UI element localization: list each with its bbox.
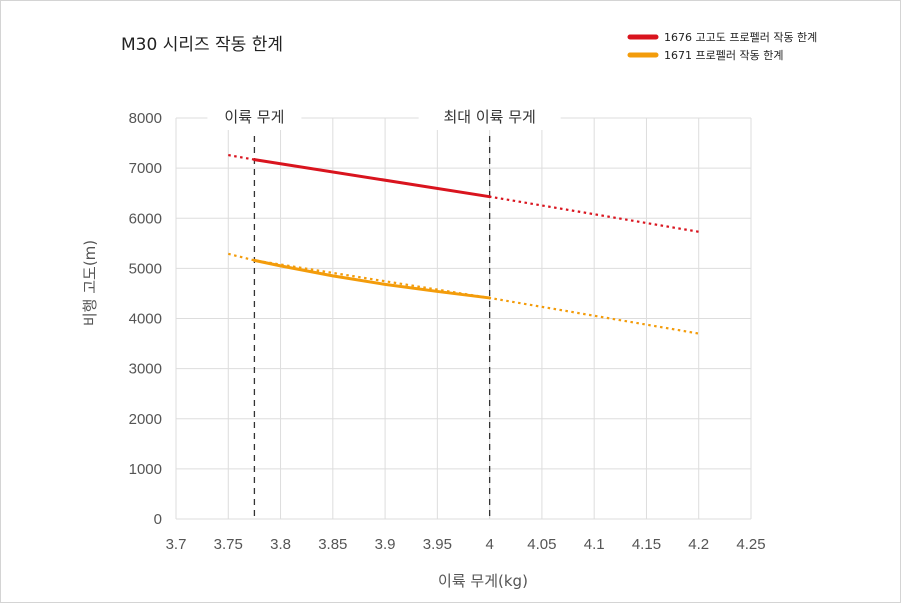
marker-label-bg <box>418 106 561 130</box>
x-tick-label: 4 <box>485 536 493 553</box>
x-tick-label: 3.85 <box>318 536 347 553</box>
series-projection-dotted <box>228 252 699 335</box>
series-line <box>252 158 492 199</box>
x-tick-label: 4.2 <box>688 536 709 553</box>
vertical-markers: 이륙 무게 최대 이륙 무게 <box>207 106 561 519</box>
legend-label: 1676 고고도 프로펠러 작동 한계 <box>664 31 817 44</box>
chart-title: M30 시리즈 작동 한계 <box>121 35 283 55</box>
y-tick-label: 2000 <box>129 411 162 428</box>
x-tick-label: 4.15 <box>632 536 661 553</box>
y-tick-label: 8000 <box>129 110 162 127</box>
y-tick-label: 7000 <box>129 160 162 177</box>
x-tick-label: 3.8 <box>270 536 291 553</box>
grid <box>175 117 752 520</box>
marker-label-bg <box>207 106 302 130</box>
tick-labels: 0 1000 2000 3000 4000 5000 6000 7000 8000 3.7 3.75… <box>129 110 766 553</box>
y-tick-label: 6000 <box>129 210 162 227</box>
y-tick-label: 0 <box>154 511 162 528</box>
x-tick-label: 3.75 <box>214 536 243 553</box>
x-axis-label: 이륙 무게(kg) <box>438 572 528 590</box>
x-tick-label: 4.25 <box>736 536 765 553</box>
x-tick-label: 3.95 <box>423 536 452 553</box>
marker-label: 최대 이륙 무게 <box>443 108 535 126</box>
marker-label: 이륙 무게 <box>224 108 284 126</box>
y-tick-label: 5000 <box>129 260 162 277</box>
x-tick-label: 4.05 <box>527 536 556 553</box>
legend-label: 1671 프로펠러 작동 한계 <box>664 49 783 62</box>
x-tick-label: 3.7 <box>166 536 187 553</box>
y-tick-label: 4000 <box>129 311 162 328</box>
y-tick-label: 1000 <box>129 461 162 478</box>
legend: 1676 고고도 프로펠러 작동 한계 1671 프로펠러 작동 한계 <box>627 31 817 62</box>
y-tick-label: 3000 <box>129 361 162 378</box>
y-axis-label: 비행 고도(m) <box>81 240 99 326</box>
x-tick-label: 3.9 <box>375 536 396 553</box>
series-line <box>252 258 492 300</box>
x-tick-label: 4.1 <box>584 536 605 553</box>
series-lines <box>228 154 699 335</box>
